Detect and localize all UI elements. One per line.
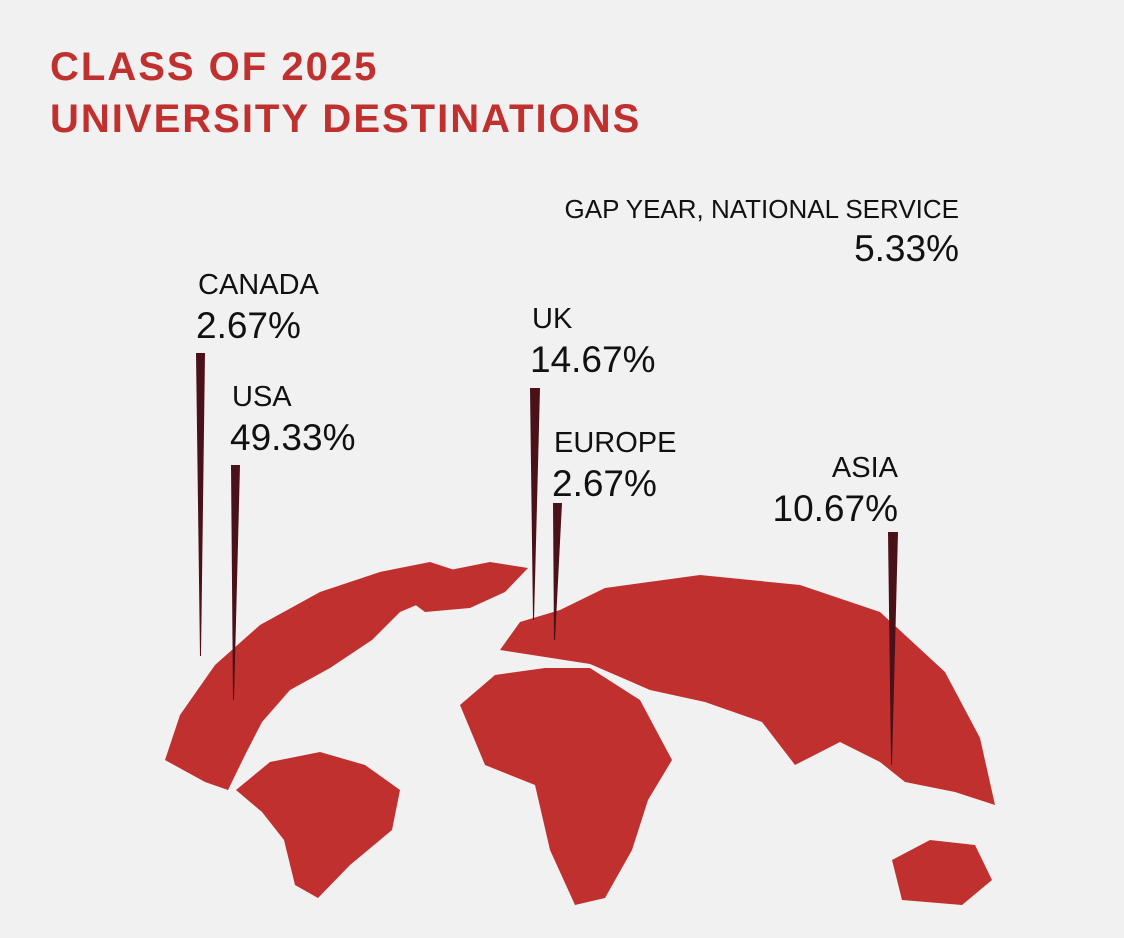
pin — [553, 503, 562, 640]
destination-name: UK — [532, 303, 573, 335]
destination-share: 10.67% — [773, 488, 899, 529]
title-line: CLASS OF 2025 — [50, 45, 378, 89]
destination-share: 49.33% — [230, 417, 356, 458]
title-line: UNIVERSITY DESTINATIONS — [50, 97, 641, 141]
greenland — [398, 562, 528, 612]
eurasia — [500, 575, 995, 805]
world-map — [165, 562, 995, 905]
africa — [460, 668, 672, 905]
destination-name: ASIA — [832, 452, 899, 484]
pin — [231, 465, 240, 700]
destination-name: CANADA — [198, 269, 320, 301]
north-america — [165, 562, 470, 790]
destination-share: 5.33% — [854, 228, 959, 269]
pin — [888, 532, 898, 765]
destination-share: 2.67% — [552, 463, 657, 504]
destination-share: 2.67% — [196, 305, 301, 346]
pin — [196, 353, 205, 656]
pins — [196, 353, 898, 765]
australia — [892, 840, 992, 905]
south-america — [236, 752, 400, 898]
destination-name: USA — [232, 381, 292, 413]
destination-name: GAP YEAR, NATIONAL SERVICE — [565, 194, 959, 224]
destination-share: 14.67% — [530, 339, 656, 380]
destination-name: EUROPE — [554, 427, 676, 459]
pin — [530, 388, 540, 620]
